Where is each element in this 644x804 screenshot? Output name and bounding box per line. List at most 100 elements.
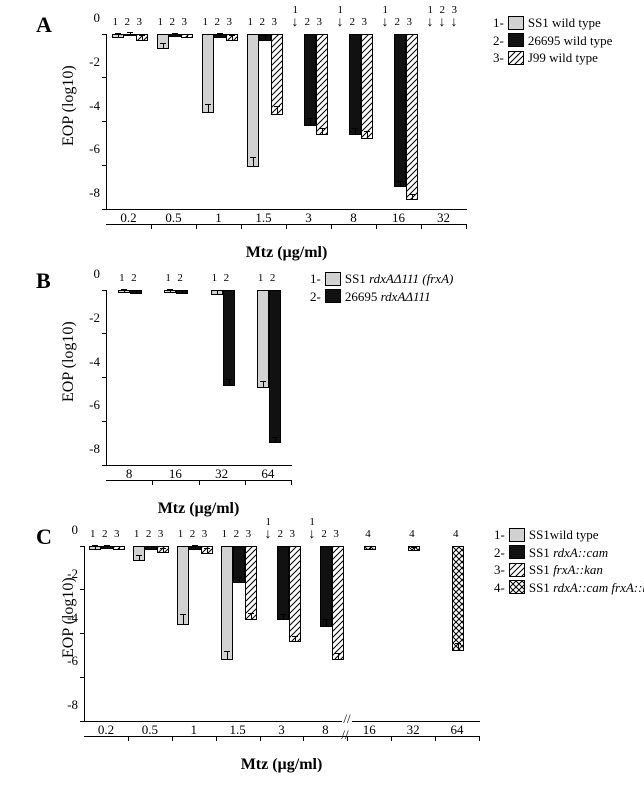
legend-label: 26695 rdxAΔ111 [345, 288, 431, 306]
bar [304, 34, 316, 126]
series-top-number: 1 [119, 272, 125, 284]
panel-c-label: C [36, 524, 52, 550]
series-top-number: 1 [212, 272, 218, 284]
legend-swatch [325, 289, 341, 303]
y-axis-b: 0-2-4-6-8 [80, 274, 106, 449]
x-axis-b: 8163264 [106, 466, 291, 500]
series-top-number: 1 [158, 16, 164, 28]
bar [247, 34, 259, 167]
series-top-number: 2 [177, 272, 183, 284]
bar [316, 34, 328, 135]
series-top-number: 1 [113, 16, 119, 28]
arrow-icon: ↓ [382, 16, 389, 30]
y-axis-label-b: EOP (log10) [60, 274, 78, 449]
x-axis-c: 0.20.511.538163264// [84, 722, 479, 756]
plot-area-b [106, 290, 292, 466]
y-tick-label: -2 [89, 54, 100, 70]
panel-a: A EOP (log10) 0-2-4-6-8 1231231231231↓23… [18, 18, 626, 262]
series-top-number: 2 [125, 16, 131, 28]
arrow-icon: ↓ [337, 16, 344, 30]
series-top-number: 3 [227, 16, 233, 28]
legend-item: 2-26695 wild type [493, 32, 612, 50]
panel-c: C EOP (log10) 0-2-4-6-8 1231231231231↓23… [18, 530, 626, 774]
arrow-icon: ↓ [451, 16, 458, 30]
bar [269, 290, 281, 443]
series-top-number: 3 [317, 16, 323, 28]
legend-swatch [508, 16, 524, 30]
y-tick-label: 0 [72, 522, 79, 538]
x-axis-label-a: Mtz (µg/ml) [106, 244, 467, 262]
y-tick-label: -8 [89, 185, 100, 201]
bar [223, 290, 235, 386]
panel-b: B EOP (log10) 0-2-4-6-8 12121212 8163264… [18, 274, 626, 518]
x-tick-label: 0.2 [120, 210, 136, 226]
bar [394, 34, 406, 187]
x-axis-label-c: Mtz (µg/ml) [84, 756, 479, 774]
x-tick-label: 1.5 [255, 210, 271, 226]
y-tick-label: -6 [89, 141, 100, 157]
legend-swatch [508, 51, 524, 65]
legend-label: 26695 wild type [528, 32, 613, 50]
series-top-number: 2 [224, 272, 230, 284]
series-top-number: 2 [395, 16, 401, 28]
legend-swatch [325, 272, 341, 286]
legend-label: SS1 wild type [528, 14, 601, 32]
y-tick-label: 0 [94, 10, 101, 26]
y-tick-label: -4 [89, 98, 100, 114]
legend-item: 2-26695 rdxAΔ111 [310, 288, 453, 306]
y-tick-label: -4 [89, 354, 100, 370]
y-tick-label: -6 [89, 397, 100, 413]
top-numbers-b: 12121212 [106, 274, 291, 290]
series-top-number: 2 [260, 16, 266, 28]
x-tick-label: 3 [305, 210, 312, 226]
x-tick-label: 8 [350, 210, 357, 226]
arrow-icon: ↓ [439, 16, 446, 30]
series-top-number: 1 [165, 272, 171, 284]
plot-area-c: // [84, 546, 480, 722]
y-axis-a: 0-2-4-6-8 [80, 18, 106, 193]
series-top-number: 3 [182, 16, 188, 28]
panel-a-label: A [36, 12, 52, 38]
x-tick-label: 16 [169, 466, 182, 482]
y-tick-label: -8 [67, 697, 78, 713]
plot-area-a [106, 34, 467, 210]
series-top-number: 2 [350, 16, 356, 28]
y-tick-label: 0 [94, 266, 101, 282]
bar [257, 290, 269, 388]
series-top-number: 2 [170, 16, 176, 28]
series-top-number: 3 [272, 16, 278, 28]
arrow-icon: ↓ [427, 16, 434, 30]
bar [361, 34, 373, 139]
y-tick-label: -2 [67, 566, 78, 582]
legend-label: SS1 rdxAΔ111 (frxA) [345, 270, 454, 288]
series-top-number: 2 [215, 16, 221, 28]
series-top-number: 1 [203, 16, 209, 28]
legend-c: 1-SS1wild type2-SS1 rdxA::cam3-SS1 frxA:… [494, 526, 644, 774]
y-axis-label-a: EOP (log10) [60, 18, 78, 193]
series-top-number: 1 [258, 272, 264, 284]
series-top-number: 3 [407, 16, 413, 28]
top-numbers-c: 1231231231231↓231↓23444 [84, 530, 479, 546]
y-tick-label: -2 [89, 310, 100, 326]
legend-label: J99 wild type [528, 49, 598, 67]
y-tick-label: -6 [67, 653, 78, 669]
y-tick-label: -4 [67, 610, 78, 626]
x-tick-label: 32 [437, 210, 450, 226]
series-top-number: 2 [131, 272, 137, 284]
legend-item: 1-SS1 wild type [493, 14, 612, 32]
x-tick-label: 1 [215, 210, 222, 226]
x-axis-label-b: Mtz (µg/ml) [106, 500, 291, 518]
series-top-number: 2 [270, 272, 276, 284]
bar [349, 34, 361, 135]
arrow-icon: ↓ [292, 16, 299, 30]
legend-b: 1-SS1 rdxAΔ111 (frxA)2-26695 rdxAΔ111 [310, 270, 453, 518]
bar [202, 34, 214, 113]
x-tick-label: 32 [215, 466, 228, 482]
legend-swatch [508, 33, 524, 47]
x-tick-label: 64 [261, 466, 274, 482]
series-top-number: 3 [137, 16, 143, 28]
legend-item: 1-SS1 rdxAΔ111 (frxA) [310, 270, 453, 288]
bar [406, 34, 418, 200]
bar [271, 34, 283, 115]
y-tick-label: -8 [89, 441, 100, 457]
